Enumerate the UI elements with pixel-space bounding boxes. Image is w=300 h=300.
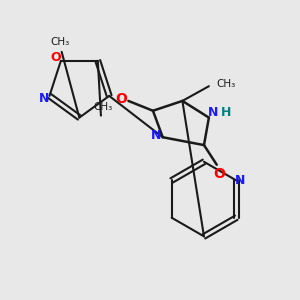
Text: N: N — [208, 106, 218, 119]
Text: N: N — [38, 92, 49, 105]
Text: N: N — [151, 129, 161, 142]
Text: CH₃: CH₃ — [93, 102, 112, 112]
Text: O: O — [213, 167, 225, 181]
Text: N: N — [235, 174, 245, 187]
Text: CH₃: CH₃ — [50, 37, 69, 47]
Text: O: O — [51, 51, 61, 64]
Text: H: H — [220, 106, 231, 119]
Text: CH₃: CH₃ — [217, 79, 236, 89]
Text: O: O — [116, 92, 128, 106]
